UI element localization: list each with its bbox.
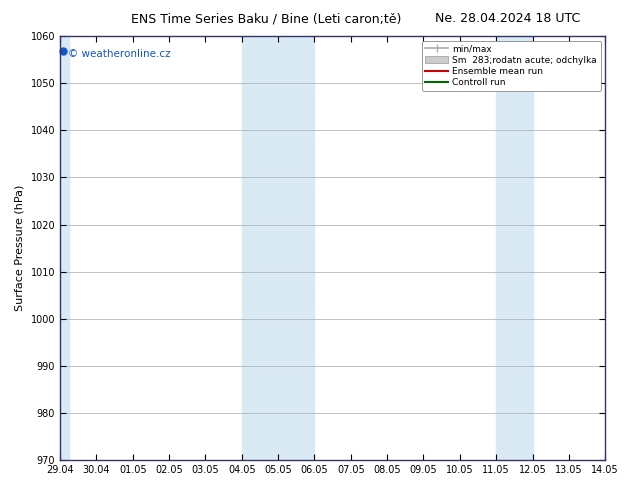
Bar	[242, 36, 314, 460]
Text: © weatheronline.cz: © weatheronline.cz	[68, 49, 171, 59]
Legend: min/max, Sm  283;rodatn acute; odchylka, Ensemble mean run, Controll run: min/max, Sm 283;rodatn acute; odchylka, …	[422, 41, 600, 91]
Bar	[496, 36, 533, 460]
Text: Ne. 28.04.2024 18 UTC: Ne. 28.04.2024 18 UTC	[434, 12, 580, 25]
Bar	[42, 36, 69, 460]
Text: ENS Time Series Baku / Bine (Leti caron;tě): ENS Time Series Baku / Bine (Leti caron;…	[131, 12, 401, 25]
Y-axis label: Surface Pressure (hPa): Surface Pressure (hPa)	[15, 185, 25, 311]
